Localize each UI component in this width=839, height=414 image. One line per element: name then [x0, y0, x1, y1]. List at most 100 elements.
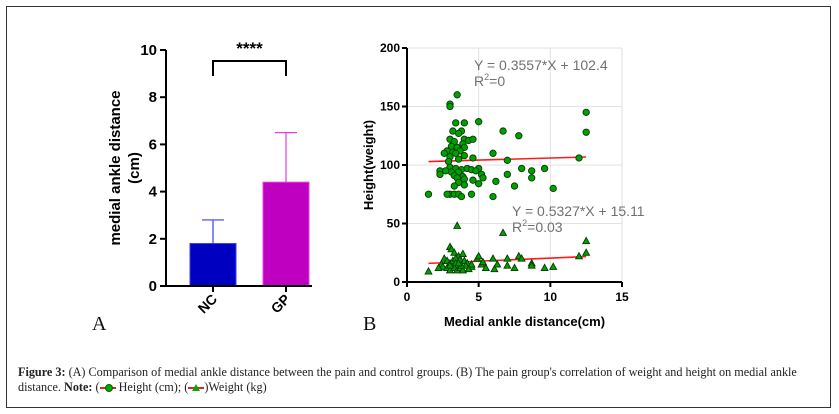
panel-letter-a: A	[92, 313, 107, 335]
data-point-weight	[458, 249, 468, 257]
data-point-height	[528, 167, 536, 175]
data-point-height	[582, 108, 590, 117]
x-axis-label-b: Medial ankle distance(cm)	[444, 314, 605, 329]
caption-text: (A) Comparison of medial ankle distance …	[18, 365, 797, 394]
data-point-weight	[474, 251, 483, 260]
data-point-weight	[454, 258, 463, 267]
caption-label: Figure 3:	[18, 365, 66, 379]
y-tick-label-b: 150	[380, 100, 400, 114]
data-point-height	[489, 192, 497, 201]
fit-r2-weight: R2=0.03	[512, 218, 563, 235]
data-point-height	[446, 102, 454, 111]
data-point-weight	[481, 263, 490, 272]
data-point-height	[450, 182, 458, 190]
x-tick-label-b: 5	[475, 290, 482, 304]
data-point-height	[453, 91, 461, 99]
y-axis-label-a-line1: medial ankle distance	[107, 90, 124, 245]
data-point-height	[575, 154, 583, 162]
y-tick-label-b: 50	[387, 217, 401, 231]
data-point-weight	[488, 254, 498, 262]
caption-legend-weight: Weight (kg)	[208, 380, 267, 394]
data-point-height	[460, 181, 468, 189]
y-axis-label-b: Height(weight)	[361, 120, 376, 210]
data-point-height	[540, 164, 549, 173]
data-point-weight	[424, 266, 433, 275]
data-point-height	[424, 190, 433, 198]
data-point-height	[528, 174, 536, 182]
data-point-weight	[549, 262, 558, 270]
figure-caption: Figure 3: (A) Comparison of medial ankle…	[18, 365, 797, 394]
y-axis-label-a-line2: (cm)	[126, 152, 143, 184]
data-point-height	[475, 118, 483, 126]
data-point-height	[452, 149, 460, 157]
data-point-height	[503, 170, 511, 179]
data-point-height	[454, 155, 463, 163]
data-point-height	[503, 156, 511, 164]
data-point-height	[492, 177, 500, 186]
data-point-weight	[510, 263, 519, 272]
data-point-height	[444, 157, 453, 166]
y-tick-label-a: 2	[149, 231, 157, 248]
data-point-weight	[467, 259, 476, 268]
data-point-height	[440, 149, 448, 157]
x-tick-label-b: 10	[544, 290, 558, 304]
caption-legend-height: Height (cm); (	[115, 380, 189, 394]
data-point-weight	[490, 264, 499, 273]
data-point-height	[472, 167, 480, 175]
figure-frame	[6, 6, 831, 408]
data-point-weight	[464, 264, 473, 273]
data-point-weight	[453, 221, 462, 229]
data-point-height	[452, 119, 460, 127]
legend-weight-icon	[188, 384, 205, 392]
data-point-weight	[503, 254, 512, 262]
data-point-height	[549, 184, 557, 193]
x-tick-label-b: 15	[615, 290, 629, 304]
data-point-height	[454, 129, 463, 138]
data-point-weight	[582, 236, 591, 245]
data-point-weight	[438, 262, 447, 270]
y-tick-label-a: 8	[149, 89, 157, 106]
y-tick-label-a: 6	[149, 136, 157, 153]
x-tick-label-b: 0	[404, 290, 411, 304]
data-point-height	[436, 170, 444, 179]
data-point-weight	[527, 261, 536, 269]
y-tick-label-a: 10	[140, 42, 157, 59]
y-tick-label-a: 0	[149, 278, 157, 295]
y-tick-label-b: 0	[393, 275, 400, 289]
data-point-weight	[447, 244, 456, 253]
data-point-weight	[517, 254, 526, 262]
bar-gp	[262, 181, 310, 287]
data-point-height	[467, 190, 476, 198]
caption-open-paren-1: (	[92, 380, 100, 394]
data-point-height	[515, 132, 523, 140]
data-point-weight	[493, 259, 502, 268]
fit-equation-height: Y = 0.3557*X + 102.4	[474, 57, 608, 73]
data-point-weight	[445, 261, 455, 269]
fit-r2-height: R2=0	[474, 72, 505, 89]
data-point-weight	[498, 228, 508, 236]
data-point-height	[442, 167, 450, 175]
data-point-height	[479, 174, 487, 182]
y-tick-label-b: 200	[380, 41, 400, 55]
data-point-weight	[458, 265, 468, 274]
y-tick-label-b: 100	[380, 158, 400, 172]
caption-note-label: Note:	[64, 380, 93, 394]
y-tick-label-a: 4	[149, 184, 158, 201]
data-point-height	[460, 151, 468, 160]
significance-label: ****	[236, 39, 263, 58]
data-point-weight	[503, 261, 512, 269]
data-point-height	[460, 119, 468, 127]
data-point-height	[518, 164, 526, 173]
data-point-height	[469, 135, 477, 143]
data-point-weight	[450, 248, 459, 256]
data-point-height	[499, 127, 507, 135]
data-point-weight	[574, 251, 584, 260]
data-point-height	[582, 128, 590, 136]
data-point-height	[469, 176, 477, 184]
data-point-weight	[478, 257, 488, 266]
significance-bracket	[212, 60, 287, 76]
data-point-weight	[434, 263, 443, 272]
data-point-height	[443, 190, 451, 198]
